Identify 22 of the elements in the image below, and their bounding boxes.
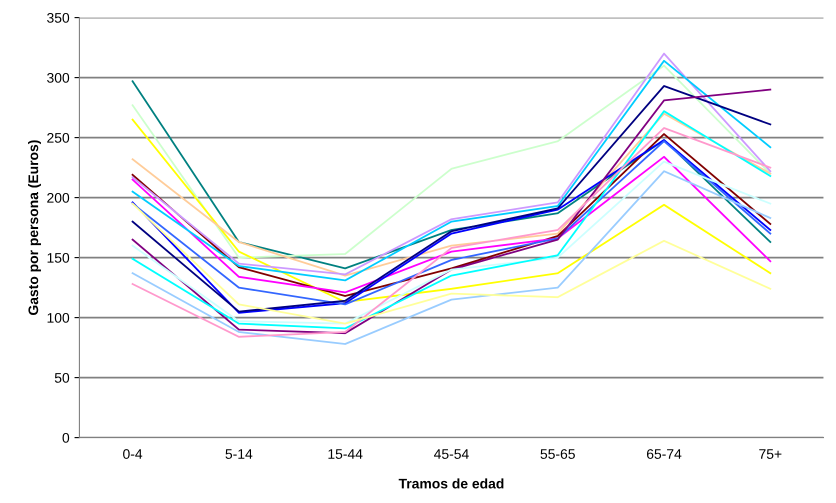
- line-series: [132, 202, 772, 325]
- y-tick-label: 0: [62, 432, 70, 443]
- x-tick-label: 15-44: [328, 449, 363, 459]
- x-tick-label: 0-4: [123, 449, 142, 459]
- y-tick-label: 250: [47, 132, 70, 143]
- x-tick-label: 55-65: [540, 449, 575, 459]
- x-tick-label: 45-54: [434, 449, 469, 459]
- y-tick-label: 300: [47, 72, 70, 83]
- x-tick-label: 65-74: [646, 449, 682, 459]
- y-tick-label: 100: [48, 312, 70, 323]
- x-tick-label: 5-14: [226, 449, 252, 459]
- y-axis-title: Gasto por persona (Euros): [28, 140, 41, 316]
- line-series: [132, 156, 772, 294]
- y-tick-label: 350: [47, 12, 70, 23]
- y-tick-label: 150: [48, 252, 70, 263]
- line-series: [132, 160, 772, 325]
- line-series: [132, 170, 772, 345]
- y-tick-label: 200: [47, 192, 70, 203]
- x-axis-title: Tramos de edad: [398, 478, 504, 489]
- line-series: [132, 112, 772, 277]
- y-tick-label: 50: [54, 372, 70, 383]
- x-tick-label: 75+: [759, 449, 782, 459]
